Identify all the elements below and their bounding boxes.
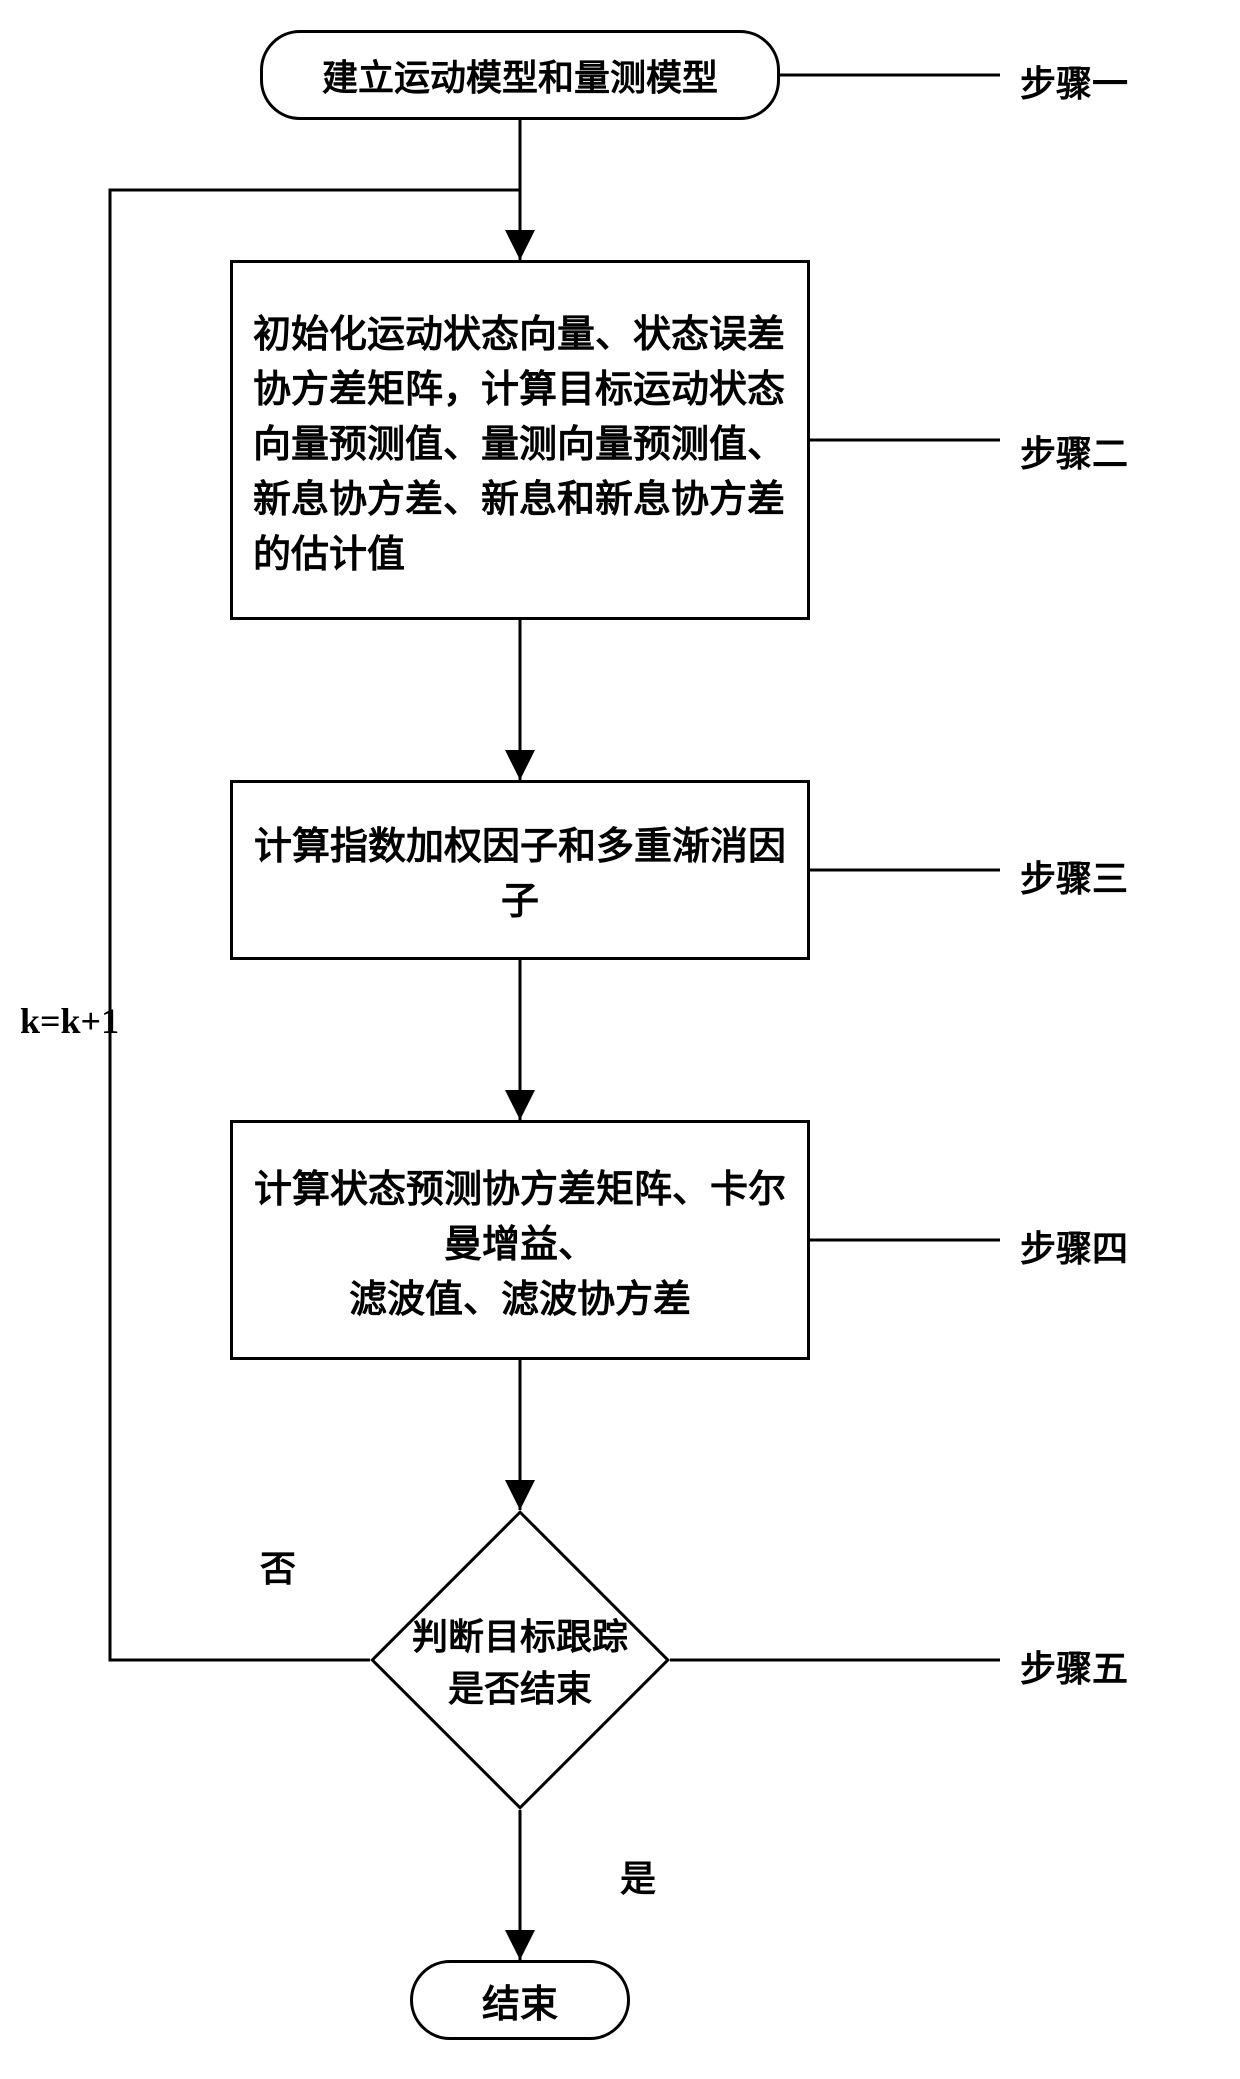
- start-text: 建立运动模型和量测模型: [322, 49, 718, 101]
- edge-label-no: 否: [260, 1540, 296, 1592]
- step-label-1: 步骤一: [1020, 55, 1128, 107]
- edge-label-yes: 是: [620, 1850, 656, 1902]
- step-label-3: 步骤三: [1020, 850, 1128, 902]
- step-label-5: 步骤五: [1020, 1640, 1128, 1692]
- flowchart-container: 建立运动模型和量测模型 初始化运动状态向量、状态误差协方差矩阵，计算目标运动状态…: [0, 0, 1240, 2079]
- end-text: 结束: [482, 1973, 558, 2028]
- step3-text: 计算指数加权因子和多重渐消因子: [253, 815, 787, 925]
- step-label-4: 步骤四: [1020, 1220, 1128, 1272]
- decision-diamond: 判断目标跟踪是否结束: [370, 1510, 670, 1810]
- step2-text: 初始化运动状态向量、状态误差协方差矩阵，计算目标运动状态向量预测值、量测向量预测…: [253, 303, 787, 578]
- step3-process: 计算指数加权因子和多重渐消因子: [230, 780, 810, 960]
- step4-text: 计算状态预测协方差矩阵、卡尔曼增益、 滤波值、滤波协方差: [253, 1158, 787, 1323]
- step-label-2: 步骤二: [1020, 425, 1128, 477]
- start-terminator: 建立运动模型和量测模型: [260, 30, 780, 120]
- step2-process: 初始化运动状态向量、状态误差协方差矩阵，计算目标运动状态向量预测值、量测向量预测…: [230, 260, 810, 620]
- loop-label: k=k+1: [20, 1000, 119, 1042]
- decision-text: 判断目标跟踪是否结束: [408, 1608, 633, 1712]
- end-terminator: 结束: [410, 1960, 630, 2040]
- step4-process: 计算状态预测协方差矩阵、卡尔曼增益、 滤波值、滤波协方差: [230, 1120, 810, 1360]
